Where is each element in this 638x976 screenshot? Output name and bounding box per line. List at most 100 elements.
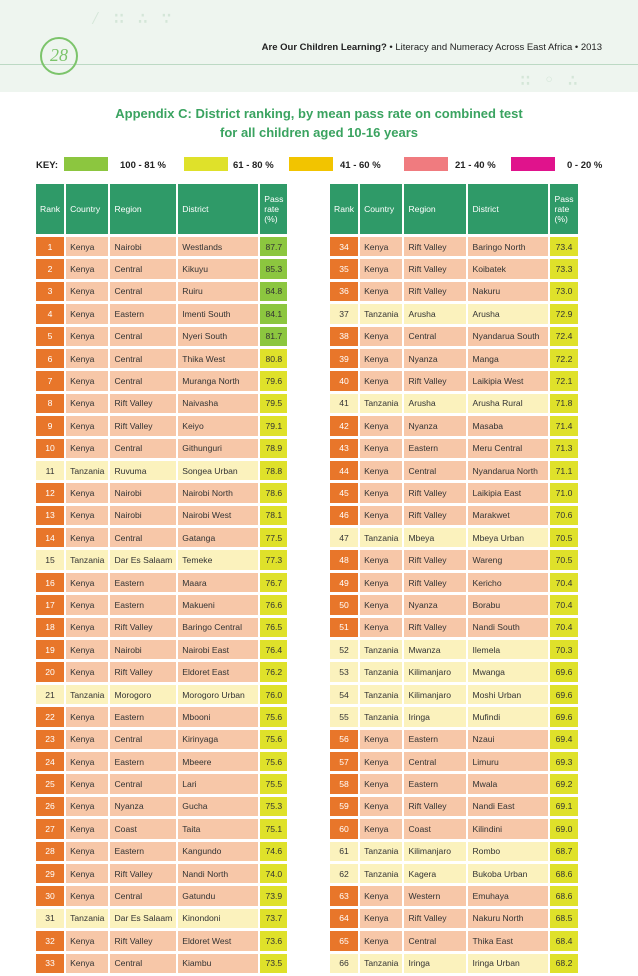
- rank-cell: 37: [330, 304, 359, 324]
- region-cell: Ruvuma: [110, 460, 177, 481]
- pass-rate-cell: 75.1: [260, 819, 288, 839]
- pass-rate-cell: 70.6: [550, 505, 578, 526]
- table-row: 50 Kenya Nyanza Borabu 70.4: [330, 595, 578, 615]
- pass-rate-cell: 80.8: [260, 348, 288, 369]
- country-cell: Tanzania: [66, 908, 109, 929]
- pass-rate-cell: 73.3: [550, 259, 578, 279]
- district-cell: Marakwet: [468, 505, 549, 526]
- table-row: 63 Kenya Western Emuhaya 68.6: [330, 886, 578, 906]
- rank-cell: 17: [36, 595, 65, 615]
- region-cell: Central: [110, 729, 177, 749]
- pass-rate-cell: 69.6: [550, 707, 578, 727]
- pass-rate-cell: 78.6: [260, 483, 288, 503]
- rank-cell: 26: [36, 796, 65, 817]
- table-row: 32 Kenya Rift Valley Eldoret West 73.6: [36, 931, 288, 951]
- rank-cell: 31: [36, 908, 65, 929]
- district-cell: Nzaui: [468, 729, 549, 749]
- district-cell: Thika East: [468, 931, 549, 951]
- table-row: 49 Kenya Rift Valley Kericho 70.4: [330, 572, 578, 593]
- pass-rate-cell: 74.0: [260, 863, 288, 884]
- district-cell: Nakuru North: [468, 908, 549, 929]
- region-cell: Central: [110, 259, 177, 279]
- rank-cell: 51: [330, 617, 359, 638]
- district-cell: Maara: [178, 572, 259, 593]
- district-cell: Lari: [178, 774, 259, 794]
- pass-rate-cell: 78.9: [260, 438, 288, 458]
- region-cell: Rift Valley: [404, 259, 467, 279]
- pass-rate-cell: 78.8: [260, 460, 288, 481]
- table-row: 46 Kenya Rift Valley Marakwet 70.6: [330, 505, 578, 526]
- rank-cell: 7: [36, 371, 65, 391]
- table-row: 22 Kenya Eastern Mbooni 75.6: [36, 707, 288, 727]
- district-cell: Thika West: [178, 348, 259, 369]
- region-cell: Rift Valley: [404, 371, 467, 391]
- rank-cell: 38: [330, 326, 359, 346]
- table-row: 44 Kenya Central Nyandarua North 71.1: [330, 460, 578, 481]
- district-cell: Baringo North: [468, 237, 549, 257]
- region-cell: Rift Valley: [110, 393, 177, 414]
- pass-rate-cell: 69.6: [550, 662, 578, 682]
- column-header: District: [178, 184, 259, 234]
- country-cell: Tanzania: [360, 528, 403, 548]
- district-cell: Wareng: [468, 550, 549, 570]
- key-range-label: 61 - 80 %: [233, 160, 274, 171]
- region-cell: Mwanza: [404, 640, 467, 660]
- region-cell: Rift Valley: [110, 416, 177, 436]
- rank-cell: 12: [36, 483, 65, 503]
- country-cell: Kenya: [360, 595, 403, 615]
- region-cell: Central: [110, 528, 177, 548]
- country-cell: Tanzania: [66, 684, 109, 705]
- pass-rate-cell: 70.5: [550, 528, 578, 548]
- key-swatch: [511, 157, 555, 171]
- appendix-title-line-2: for all children aged 10-16 years: [220, 125, 418, 140]
- district-cell: Gucha: [178, 796, 259, 817]
- rank-cell: 35: [330, 259, 359, 279]
- column-header: Region: [404, 184, 467, 234]
- column-header: Region: [110, 184, 177, 234]
- district-cell: Morogoro Urban: [178, 684, 259, 705]
- district-cell: Ilemela: [468, 640, 549, 660]
- district-cell: Nairobi North: [178, 483, 259, 503]
- district-cell: Keiyo: [178, 416, 259, 436]
- pass-rate-cell: 71.4: [550, 416, 578, 436]
- table-row: 43 Kenya Eastern Meru Central 71.3: [330, 438, 578, 458]
- district-cell: Gatundu: [178, 886, 259, 906]
- running-title-rest: • Literacy and Numeracy Across East Afri…: [386, 42, 602, 53]
- region-cell: Central: [404, 326, 467, 346]
- district-cell: Eldoret West: [178, 931, 259, 951]
- rank-cell: 22: [36, 707, 65, 727]
- district-cell: Borabu: [468, 595, 549, 615]
- pass-rate-cell: 70.5: [550, 550, 578, 570]
- district-cell: Kinondoni: [178, 908, 259, 929]
- table-row: 64 Kenya Rift Valley Nakuru North 68.5: [330, 908, 578, 929]
- district-cell: Masaba: [468, 416, 549, 436]
- rank-cell: 10: [36, 438, 65, 458]
- country-cell: Kenya: [360, 371, 403, 391]
- table-row: 61 Tanzania Kilimanjaro Rombo 68.7: [330, 841, 578, 861]
- country-cell: Tanzania: [360, 863, 403, 884]
- pass-rate-cell: 76.4: [260, 640, 288, 660]
- pass-rate-cell: 69.4: [550, 729, 578, 749]
- table-row: 16 Kenya Eastern Maara 76.7: [36, 572, 288, 593]
- table-row: 31 Tanzania Dar Es Salaam Kinondoni 73.7: [36, 908, 288, 929]
- table-row: 13 Kenya Nairobi Nairobi West 78.1: [36, 505, 288, 526]
- country-cell: Kenya: [66, 528, 109, 548]
- country-cell: Kenya: [66, 505, 109, 526]
- pass-rate-cell: 73.4: [550, 237, 578, 257]
- district-cell: Baringo Central: [178, 617, 259, 638]
- region-cell: Central: [110, 326, 177, 346]
- country-cell: Tanzania: [66, 460, 109, 481]
- pass-rate-cell: 73.0: [550, 281, 578, 302]
- country-cell: Tanzania: [360, 662, 403, 682]
- pass-rate-cell: 70.3: [550, 640, 578, 660]
- district-cell: Kikuyu: [178, 259, 259, 279]
- rank-cell: 42: [330, 416, 359, 436]
- rank-cell: 14: [36, 528, 65, 548]
- region-cell: Central: [110, 953, 177, 973]
- region-cell: Rift Valley: [110, 863, 177, 884]
- country-cell: Kenya: [66, 304, 109, 324]
- header-band: [0, 0, 638, 92]
- pass-rate-cell: 70.4: [550, 595, 578, 615]
- key-label: KEY:: [36, 160, 58, 171]
- country-cell: Kenya: [360, 237, 403, 257]
